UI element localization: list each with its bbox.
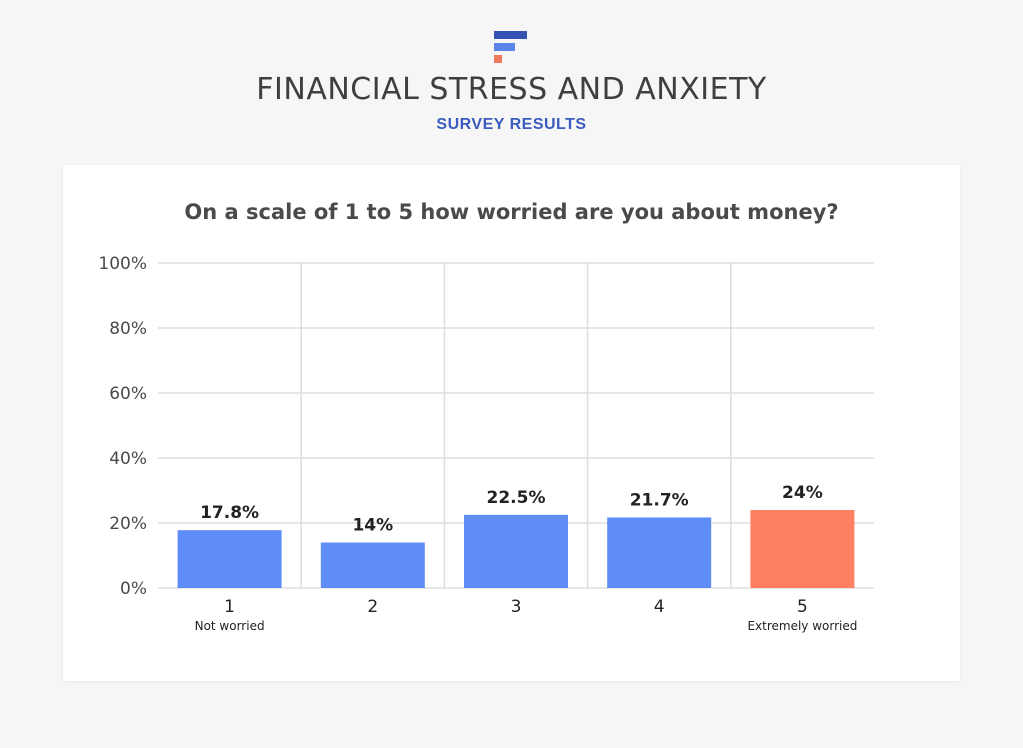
page-subtitle: SURVEY RESULTS <box>436 116 587 133</box>
bar-2 <box>320 542 425 588</box>
logo-bar-bottom <box>494 55 502 63</box>
x-tick-sublabel: Extremely worried <box>747 619 857 633</box>
data-label: 22.5% <box>487 488 546 508</box>
x-tick-sublabel: Not worried <box>195 619 265 633</box>
x-tick-label: 4 <box>654 597 665 617</box>
y-tick-label: 100% <box>98 254 147 274</box>
chart-title: On a scale of 1 to 5 how worried are you… <box>184 200 839 224</box>
page-title: FINANCIAL STRESS AND ANXIETY <box>256 72 767 107</box>
x-tick-label: 5 <box>797 597 808 617</box>
bar-3 <box>464 514 568 588</box>
data-label: 17.8% <box>200 503 259 523</box>
logo-bar-top <box>494 31 527 39</box>
bar-4 <box>607 517 712 588</box>
brand-logo-icon <box>494 31 527 63</box>
y-tick-label: 0% <box>120 579 147 599</box>
y-tick-label: 40% <box>109 449 147 469</box>
y-tick-label: 80% <box>109 319 147 339</box>
data-label: 14% <box>352 516 393 536</box>
data-label: 21.7% <box>630 490 689 510</box>
data-label: 24% <box>782 483 823 503</box>
x-tick-label: 2 <box>367 597 378 617</box>
x-tick-label: 3 <box>511 597 522 617</box>
bar-5 <box>750 510 855 588</box>
logo-bar-middle <box>494 43 515 51</box>
chart-card <box>63 165 960 681</box>
y-tick-label: 20% <box>109 514 147 534</box>
bar-1 <box>177 530 282 588</box>
x-tick-label: 1 <box>224 597 235 617</box>
y-tick-label: 60% <box>109 384 147 404</box>
